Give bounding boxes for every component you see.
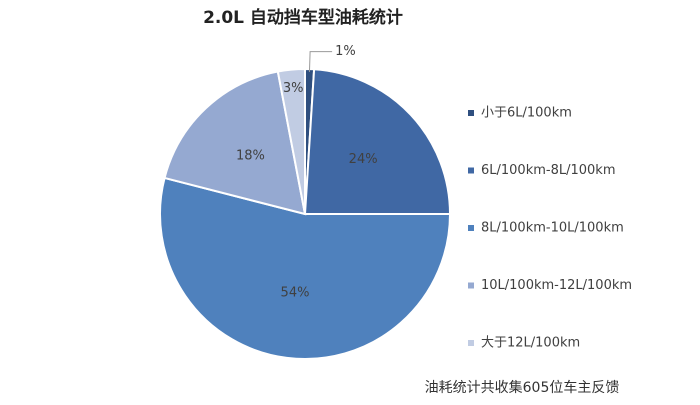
pie-slice (303, 68, 452, 215)
legend-label: 8L/100km-10L/100km (481, 221, 624, 236)
data-label: 1% (335, 44, 356, 59)
chart-title: 2.0L 自动挡车型油耗统计 (203, 7, 403, 28)
legend-swatch (468, 167, 474, 174)
legend-swatch (468, 340, 474, 346)
leader-line (308, 51, 333, 72)
pie-slice (159, 176, 452, 360)
legend-label: 6L/100km-8L/100km (481, 163, 616, 178)
legend-swatch (468, 225, 474, 231)
legend-label: 小于6L/100km (481, 106, 572, 121)
legend-label: 大于12L/100km (481, 336, 580, 351)
data-label: 54% (281, 286, 310, 301)
legend-label: 10L/100km-12L/100km (481, 278, 632, 293)
pie-slice (276, 67, 306, 215)
annotation: 油耗统计共收集605位车主反馈 (425, 379, 620, 396)
data-label: 3% (283, 81, 304, 96)
data-label: 18% (236, 148, 265, 163)
legend-swatch (468, 110, 474, 116)
legend-swatch (468, 282, 474, 289)
pie-slice (163, 70, 307, 216)
data-label: 24% (349, 152, 378, 167)
